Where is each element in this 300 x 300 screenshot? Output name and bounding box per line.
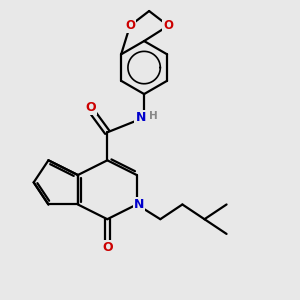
Text: O: O [163,19,173,32]
Text: H: H [149,111,158,121]
Text: N: N [135,111,146,124]
Text: O: O [125,19,135,32]
Text: O: O [102,241,112,254]
Text: O: O [86,101,96,114]
Text: N: N [134,198,144,211]
